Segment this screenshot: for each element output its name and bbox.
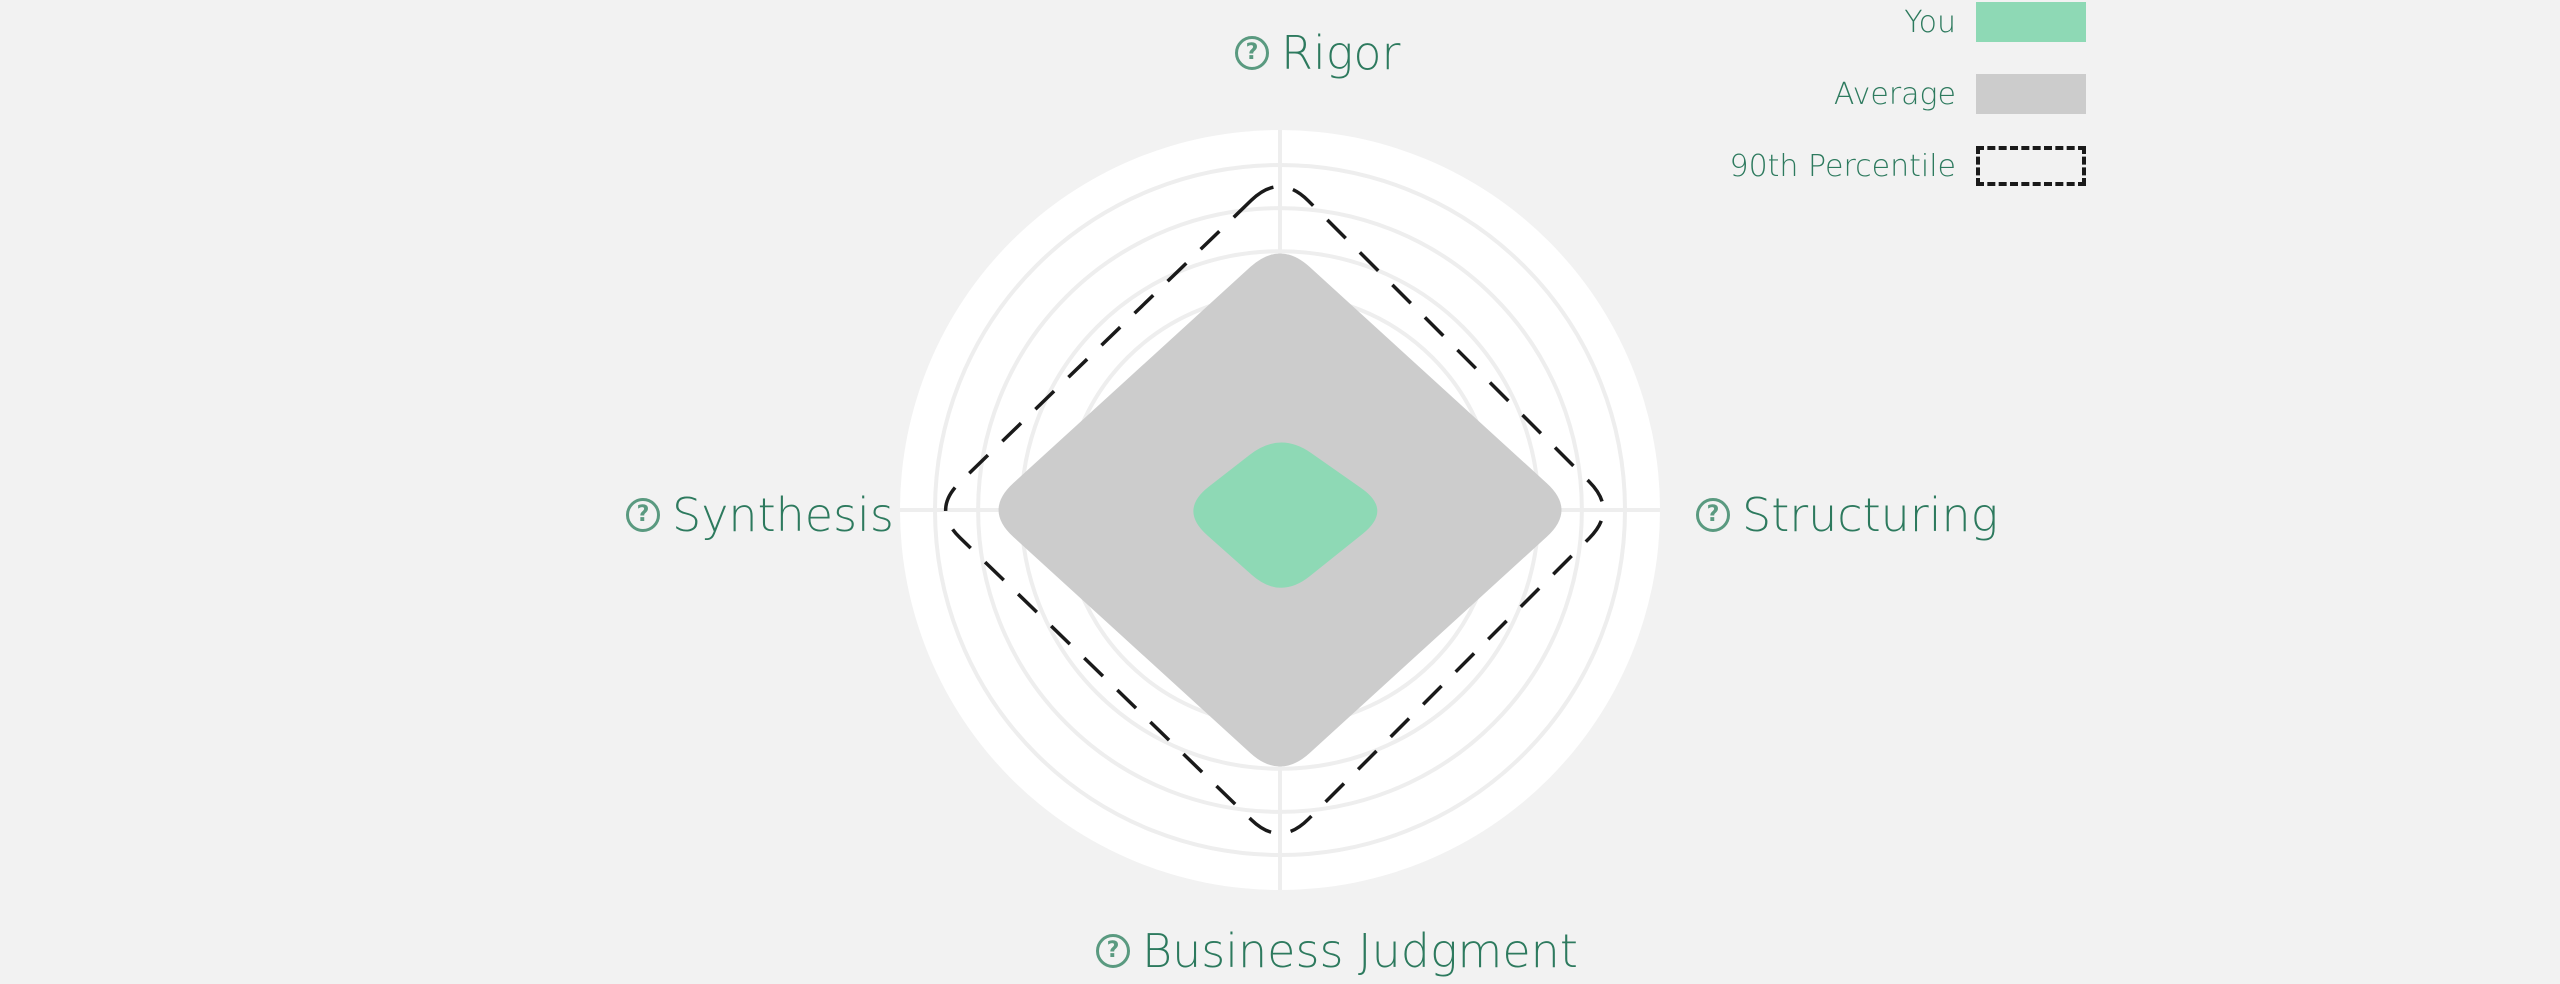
axis-label-synthesis-text: Synthesis [672, 488, 894, 542]
legend-item-average: Average [1700, 58, 2086, 130]
axis-label-rigor: ? Rigor [1235, 30, 1400, 76]
help-icon-structuring[interactable]: ? [1696, 498, 1730, 532]
help-icon-rigor[interactable]: ? [1235, 36, 1269, 70]
radar-series-you [1193, 442, 1378, 588]
help-icon-synthesis[interactable]: ? [626, 498, 660, 532]
axis-label-business-judgment-text: Business Judgment [1142, 924, 1578, 978]
axis-label-business-judgment: ? Business Judgment [1096, 928, 1578, 974]
legend-label-you: You [1904, 4, 1956, 40]
help-icon-business-judgment[interactable]: ? [1096, 934, 1130, 968]
radar-series-90th-percentile [944, 184, 1605, 836]
legend-label-90th-percentile: 90th Percentile [1729, 148, 1957, 184]
legend-swatch-average [1976, 74, 2086, 114]
axis-label-structuring-text: Structuring [1742, 488, 1999, 542]
axis-label-structuring: ? Structuring [1696, 492, 1998, 538]
legend-label-average: Average [1833, 76, 1956, 112]
legend-swatch-90th-percentile [1976, 146, 2086, 186]
axis-label-synthesis: ? Synthesis [626, 492, 894, 538]
chart-legend: You Average 90th Percentile [1700, 0, 2086, 202]
legend-item-90th-percentile: 90th Percentile [1700, 130, 2086, 202]
legend-item-you: You [1700, 0, 2086, 58]
axis-label-rigor-text: Rigor [1281, 26, 1401, 80]
legend-swatch-you [1976, 2, 2086, 42]
